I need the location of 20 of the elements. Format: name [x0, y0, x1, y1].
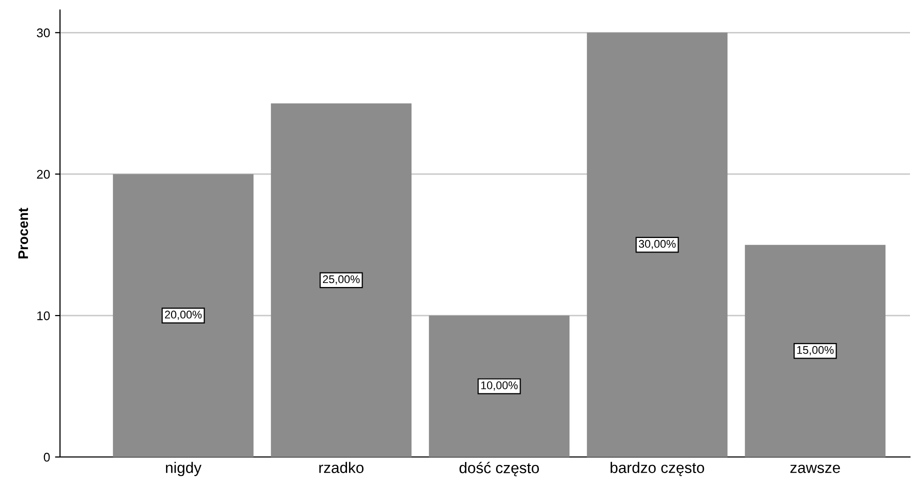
data-label: 20,00% [164, 310, 202, 320]
bar [270, 103, 412, 457]
y-tick-label: 10 [37, 311, 50, 320]
y-tick-label: 0 [44, 452, 50, 462]
x-tick-label: zawsze [790, 464, 840, 474]
x-tick-label: bardzo często [610, 462, 704, 476]
data-label: 10,00% [481, 381, 518, 391]
data-label: 25,00% [322, 275, 360, 284]
bar [112, 174, 254, 457]
y-axis-title: Procent [18, 208, 28, 258]
x-tick-label: dość często [460, 462, 539, 476]
y-tick-label: 30 [36, 28, 50, 38]
x-tick-label: nigdy [166, 462, 202, 476]
bar [744, 244, 886, 457]
x-tick-label: rzadko [319, 462, 364, 474]
bar [586, 32, 728, 457]
data-label: 30,00% [638, 240, 676, 250]
bar [428, 316, 570, 457]
y-tick-label: 20 [37, 170, 50, 179]
data-label: 15,00% [797, 346, 834, 356]
